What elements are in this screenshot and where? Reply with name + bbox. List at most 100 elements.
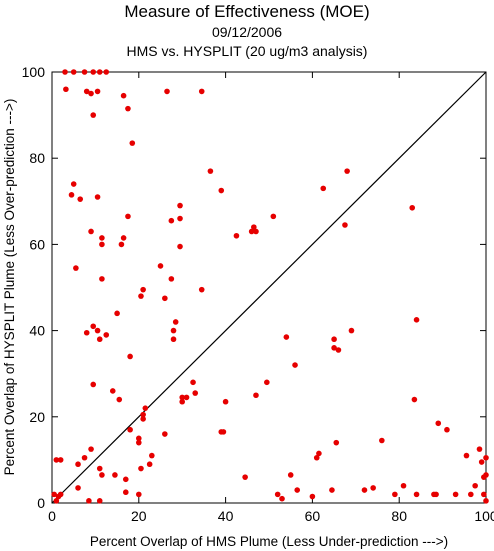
data-point [88, 228, 94, 235]
data-point [138, 293, 144, 299]
data-point [57, 491, 64, 498]
data-point [70, 181, 77, 187]
x-axis-label: Percent Overlap of HMS Plume (Less Under… [90, 534, 448, 549]
y-tick-label: 0 [37, 495, 45, 511]
data-point [96, 498, 103, 504]
data-point [127, 353, 133, 360]
data-point [400, 482, 407, 489]
data-point [329, 487, 335, 493]
data-point [413, 317, 420, 323]
data-point [142, 405, 149, 411]
data-point [413, 491, 420, 498]
data-point [140, 416, 146, 422]
x-tick-label: 20 [131, 508, 147, 524]
data-point [468, 491, 474, 498]
data-point [344, 168, 350, 174]
y-tick-label: 100 [22, 64, 46, 80]
data-point [94, 327, 101, 334]
diagonal-line [51, 71, 487, 504]
x-axis-ticks: 0 20 40 60 80 100 [48, 72, 494, 524]
data-point [333, 439, 340, 446]
data-point [370, 485, 376, 491]
data-point [96, 69, 103, 75]
chart-subtitle-date: 09/12/2006 [211, 24, 283, 40]
data-point [146, 461, 153, 468]
data-point [248, 228, 255, 235]
data-point [361, 487, 368, 493]
x-tick-label: 60 [305, 508, 321, 524]
y-tick-label: 80 [29, 150, 45, 166]
data-point [179, 398, 185, 405]
data-point [116, 396, 123, 403]
y-tick-label: 60 [29, 236, 45, 252]
data-point [90, 69, 97, 75]
data-point [90, 381, 97, 388]
data-point [136, 439, 142, 446]
x-tick-label: 0 [48, 508, 56, 524]
data-point [136, 491, 142, 498]
data-point [57, 457, 64, 463]
data-point [103, 69, 110, 75]
data-point [313, 454, 320, 461]
data-point [478, 459, 485, 465]
data-point [83, 88, 90, 95]
data-point [73, 265, 79, 271]
data-point [118, 241, 125, 248]
data-point [316, 450, 322, 457]
data-point [109, 388, 116, 394]
data-point [233, 232, 240, 239]
data-point [335, 347, 342, 353]
data-point [198, 88, 205, 95]
data-point [63, 86, 69, 93]
data-point [177, 202, 183, 209]
data-point [472, 482, 478, 489]
data-point [81, 69, 88, 75]
data-point [481, 491, 487, 498]
data-point [452, 491, 459, 498]
data-point [157, 263, 164, 269]
data-point [168, 276, 175, 282]
data-point [125, 105, 131, 112]
x-tick-label: 80 [391, 508, 407, 524]
data-point [476, 446, 483, 452]
data-point [251, 224, 257, 230]
data-point [99, 235, 105, 241]
data-point [122, 489, 129, 496]
data-point [411, 396, 418, 403]
data-point [483, 454, 489, 461]
data-point [348, 327, 355, 334]
data-point [274, 491, 281, 498]
data-point [253, 392, 259, 399]
data-point [379, 437, 385, 444]
data-point [463, 452, 470, 459]
data-point [435, 420, 442, 427]
data-point [483, 498, 489, 504]
data-point [283, 334, 290, 340]
data-point [162, 431, 168, 437]
data-point [218, 187, 225, 194]
data-point [136, 435, 142, 442]
data-point [179, 394, 185, 401]
data-point [81, 454, 88, 461]
data-point [99, 472, 105, 478]
data-point [125, 213, 131, 220]
data-point [190, 379, 196, 386]
data-point [96, 336, 103, 343]
data-point [433, 491, 439, 498]
data-point [70, 69, 77, 75]
data-point [392, 491, 398, 498]
data-point [253, 228, 259, 235]
data-point [68, 192, 75, 198]
data-point [140, 411, 146, 418]
data-point [120, 235, 127, 241]
data-point [292, 362, 298, 368]
chart-subtitle-analysis: HMS vs. HYSPLIT (20 ug/m3 analysis) [126, 43, 368, 59]
data-point [279, 495, 285, 502]
data-point [53, 457, 60, 463]
data-point [86, 498, 92, 504]
data-point [309, 493, 316, 500]
data-point [409, 204, 416, 211]
data-point [444, 426, 450, 433]
data-point [62, 69, 68, 75]
